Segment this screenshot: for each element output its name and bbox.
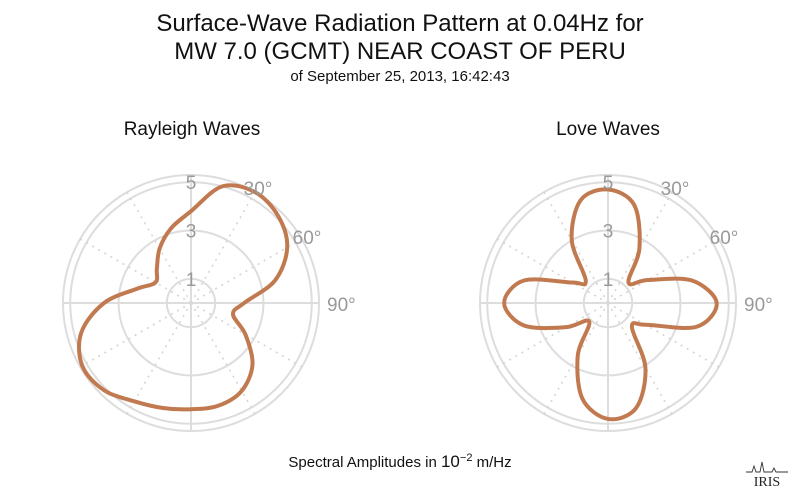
- iris-logo: IRIS: [746, 461, 788, 488]
- love-spoke-300: [496, 238, 609, 304]
- units-suffix: m/Hz: [472, 454, 512, 471]
- love-polar-chart: 1 3 5 30° 60° 90°: [479, 173, 773, 432]
- rayleigh-angle-tick-90: 90°: [327, 295, 356, 316]
- love-angle-tick-30: 30°: [661, 179, 690, 200]
- rayleigh-radial-tick-5: 5: [186, 173, 197, 194]
- rayleigh-spoke-60: [190, 238, 303, 304]
- units-base: 10: [440, 452, 460, 471]
- love-spoke-150: [607, 302, 673, 415]
- love-radial-tick-1: 1: [603, 270, 614, 291]
- rayleigh-radial-tick-1: 1: [186, 270, 197, 291]
- rayleigh-radial-tick-3: 3: [186, 222, 197, 243]
- love-radial-tick-5: 5: [603, 173, 614, 194]
- units-exponent: −2: [459, 452, 473, 464]
- rayleigh-spoke-30: [190, 191, 256, 304]
- love-spoke-60: [607, 238, 720, 304]
- rayleigh-angle-tick-30: 30°: [244, 179, 273, 200]
- love-spoke-120: [607, 302, 720, 368]
- title-block: Surface-Wave Radiation Pattern at 0.04Hz…: [0, 10, 800, 87]
- rayleigh-panel-title: Rayleigh Waves: [123, 119, 261, 140]
- rayleigh-polar-chart: 1 3 5 30° 60° 90°: [62, 173, 356, 432]
- iris-logo-text: IRIS: [754, 475, 780, 488]
- love-spoke-240: [496, 302, 609, 368]
- chart-title-line-2: MW 7.0 (GCMT) NEAR COAST OF PERU: [174, 38, 626, 65]
- love-panel-title: Love Waves: [556, 119, 660, 140]
- rayleigh-radiation-pattern: [77, 183, 290, 412]
- rayleigh-spoke-150: [190, 302, 256, 415]
- rayleigh-spoke-210: [126, 302, 192, 415]
- rayleigh-angle-tick-60: 60°: [293, 228, 322, 249]
- chart-subtitle: of September 25, 2013, 16:42:43: [290, 68, 510, 85]
- love-spoke-330: [543, 191, 609, 304]
- love-angle-tick-90: 90°: [744, 295, 773, 316]
- rayleigh-spoke-300: [79, 238, 192, 304]
- amplitude-units-label: Spectral Amplitudes in 10−2 m/Hz: [0, 452, 800, 472]
- rayleigh-spoke-240: [79, 302, 192, 368]
- chart-title-line-1: Surface-Wave Radiation Pattern at 0.04Hz…: [156, 10, 644, 37]
- units-prefix: Spectral Amplitudes in: [288, 454, 441, 471]
- love-radiation-pattern: [502, 187, 719, 422]
- love-angle-tick-60: 60°: [710, 228, 739, 249]
- love-radial-tick-3: 3: [603, 222, 614, 243]
